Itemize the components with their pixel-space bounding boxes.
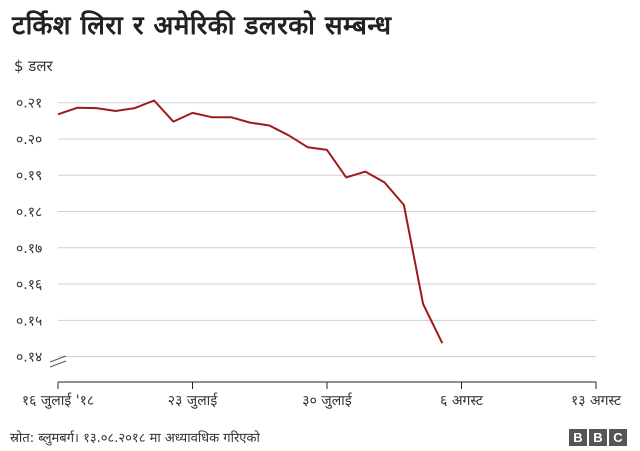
x-tick-label: ३० जुलाई	[302, 392, 353, 409]
series-line	[57, 99, 444, 344]
logo-letter: B	[589, 429, 607, 446]
logo-letter: C	[609, 429, 627, 446]
bbc-logo: B B C	[569, 429, 627, 446]
axis-break-mark	[49, 360, 67, 368]
y-tick-label: ०.१५	[16, 313, 42, 329]
axis-break-mark	[49, 355, 67, 363]
y-tick-label: ०.१८	[16, 205, 42, 221]
y-tick-label: ०.१४	[16, 350, 42, 366]
x-tick-label: ६ अगस्ट	[440, 393, 484, 409]
source-note: स्रोत: ब्लुमबर्ग। १३.०८.२०१८ मा अध्यावधि…	[10, 431, 260, 446]
x-tick-label: २३ जुलाई	[168, 392, 219, 409]
y-tick-label: ०.२१	[16, 96, 42, 112]
y-tick-label: ०.१७	[16, 241, 42, 257]
logo-letter: B	[569, 429, 587, 446]
y-tick-label: ०.१६	[16, 277, 42, 293]
x-tick-label: १३ अगस्ट	[571, 393, 622, 409]
y-tick-label: ०.१९	[16, 168, 42, 184]
x-tick-label: १६ जुलाई '१८	[22, 392, 94, 409]
y-axis-unit-label: $ डलर	[14, 57, 53, 75]
y-tick-label: ०.२०	[16, 132, 42, 148]
chart-title: टर्किश लिरा र अमेरिकी डलरको सम्बन्ध	[12, 11, 392, 41]
